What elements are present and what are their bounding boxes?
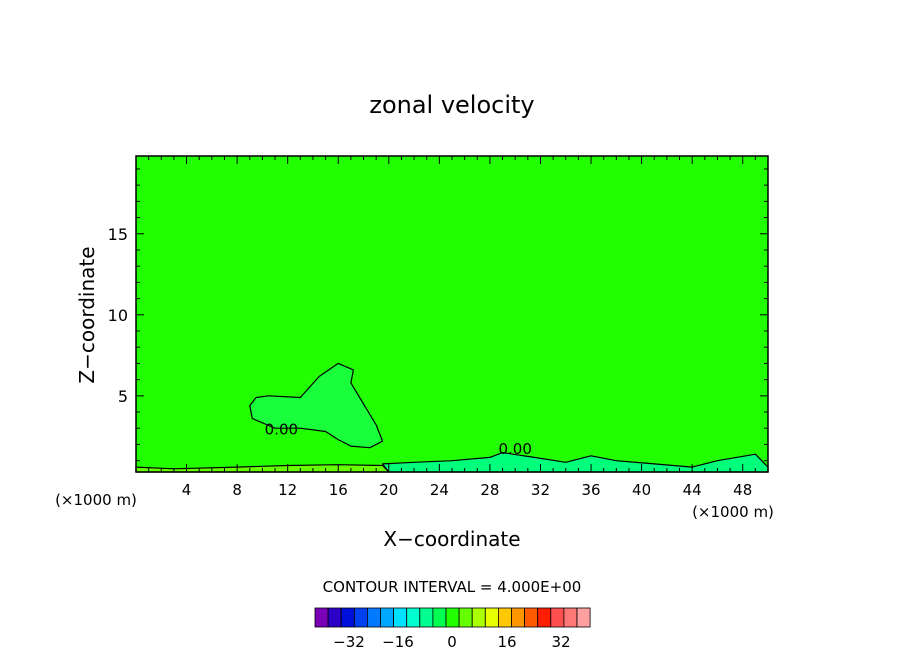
colorbar-swatch (353, 607, 368, 628)
x-unit-right: (×1000 m) (692, 503, 774, 521)
colorbar-swatch (576, 607, 591, 628)
colorbar-swatch (497, 607, 512, 628)
contour-label-1: 0.00 (498, 440, 531, 458)
colorbar-tick-label: 32 (551, 633, 570, 651)
x-tick-label: 40 (632, 481, 651, 499)
x-tick-label: 16 (329, 481, 348, 499)
colorbar-swatch (550, 607, 565, 628)
x-tick-label: 28 (480, 481, 499, 499)
plot-area: 0.00 0.00 (135, 155, 769, 473)
x-tick-label: 20 (379, 481, 398, 499)
y-tick-label: 5 (118, 387, 128, 406)
colorbar-swatch (393, 607, 408, 628)
x-tick-label: 4 (182, 481, 192, 499)
colorbar-swatch (327, 607, 342, 628)
x-tick-label: 36 (581, 481, 600, 499)
chart-title: zonal velocity (369, 91, 534, 119)
colorbar-swatch (563, 607, 578, 628)
colorbar-tick-label: 16 (497, 633, 516, 651)
colorbar-ticks: −32 −16 0 16 32 (333, 633, 570, 651)
colorbar-swatch (445, 607, 460, 628)
plot-background (136, 156, 768, 472)
colorbar-swatch (314, 607, 329, 628)
contour-low-speed-anomaly (249, 362, 384, 449)
x-tick-label: 12 (278, 481, 297, 499)
x-unit-left: (×1000 m) (55, 491, 137, 509)
x-tick-label: 24 (430, 481, 449, 499)
contour-label-0: 0.00 (265, 421, 298, 439)
colorbar-swatch (340, 607, 355, 628)
colorbar-swatch (432, 607, 447, 628)
y-axis-label: Z−coordinate (75, 246, 99, 383)
colorbar-swatch (471, 607, 486, 628)
colorbar-swatch (458, 607, 473, 628)
colorbar (314, 607, 591, 628)
colorbar-swatch (484, 607, 499, 628)
colorbar-swatch (537, 607, 552, 628)
x-tick-label: 48 (733, 481, 752, 499)
colorbar-swatch (380, 607, 395, 628)
x-axis: 4 8 12 16 20 24 28 32 36 40 44 48 (148, 156, 756, 499)
colorbar-swatch (419, 607, 434, 628)
x-tick-label: 8 (232, 481, 242, 499)
colorbar-tick-label: 0 (447, 633, 457, 651)
colorbar-swatch (511, 607, 526, 628)
colorbar-swatch (524, 607, 539, 628)
colorbar-tick-label: −32 (333, 633, 365, 651)
y-tick-label: 15 (108, 225, 128, 244)
colorbar-title: CONTOUR INTERVAL = 4.000E+00 (323, 578, 582, 596)
x-tick-label: 44 (683, 481, 702, 499)
x-tick-label: 32 (531, 481, 550, 499)
colorbar-tick-label: −16 (382, 633, 414, 651)
x-axis-label: X−coordinate (383, 527, 520, 551)
y-axis: 5 10 15 (108, 168, 768, 462)
y-tick-label: 10 (108, 306, 128, 325)
colorbar-swatch (406, 607, 421, 628)
colorbar-swatch (366, 607, 381, 628)
